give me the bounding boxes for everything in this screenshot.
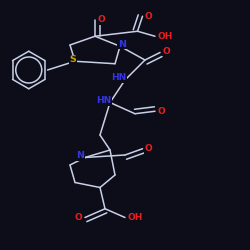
Text: N: N xyxy=(76,151,84,160)
Text: O: O xyxy=(145,144,152,153)
Text: O: O xyxy=(158,107,165,116)
Text: OH: OH xyxy=(127,213,143,222)
Text: O: O xyxy=(74,213,82,222)
Text: O: O xyxy=(162,47,170,56)
Text: S: S xyxy=(70,56,76,64)
Text: O: O xyxy=(145,12,152,21)
Text: OH: OH xyxy=(157,32,173,41)
Text: N: N xyxy=(118,40,126,49)
Text: HN: HN xyxy=(96,96,112,105)
Text: HN: HN xyxy=(111,74,126,82)
Text: O: O xyxy=(98,16,105,24)
